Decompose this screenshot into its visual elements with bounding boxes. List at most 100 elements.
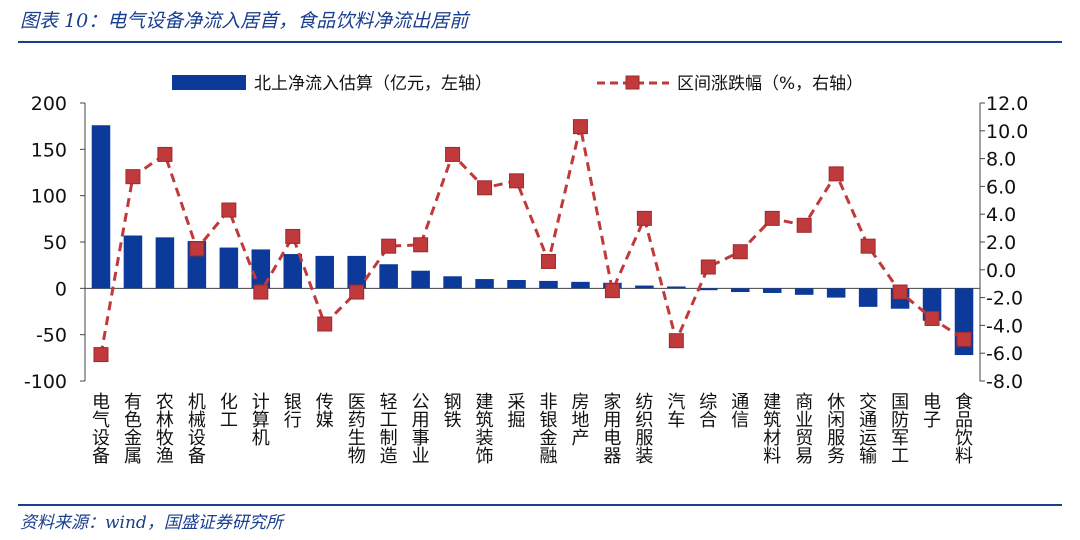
line-marker xyxy=(860,238,876,254)
line-marker xyxy=(381,238,397,254)
line-marker xyxy=(796,217,812,233)
x-tick-char: 筑 xyxy=(476,410,494,431)
bar xyxy=(667,286,686,289)
x-tick-label: 房地产 xyxy=(571,392,589,449)
x-tick-char: 机 xyxy=(188,392,206,413)
line-marker xyxy=(413,237,429,253)
line-marker xyxy=(924,310,940,326)
bar xyxy=(443,276,462,289)
right-tick-label: -4.0 xyxy=(986,315,1023,337)
x-tick-char: 设 xyxy=(92,428,110,449)
x-tick-label: 纺织服装 xyxy=(635,392,653,467)
x-tick-label: 休闲服务 xyxy=(827,392,845,467)
x-tick-label: 银行 xyxy=(284,392,302,431)
x-tick-label: 汽车 xyxy=(667,392,685,431)
bar xyxy=(123,235,143,289)
x-tick-char: 用 xyxy=(412,410,430,431)
x-tick-char: 轻 xyxy=(380,392,398,413)
x-tick-char: 通 xyxy=(859,410,877,431)
x-tick-label: 化工 xyxy=(220,392,238,431)
left-tick-label: 200 xyxy=(31,93,67,115)
x-tick-char: 军 xyxy=(891,428,909,449)
line-marker xyxy=(317,316,333,332)
x-tick-char: 织 xyxy=(635,410,653,431)
x-tick-char: 气 xyxy=(92,410,110,431)
x-tick-char: 算 xyxy=(252,410,270,431)
x-tick-char: 银 xyxy=(539,410,557,431)
x-axis-labels: 电气设备有色金属农林牧渔机械设备化工计算机银行传媒医药生物轻工制造公用事业钢铁建… xyxy=(92,392,973,467)
x-tick-char: 色 xyxy=(124,410,142,431)
x-tick-char: 生 xyxy=(348,428,366,449)
x-tick-char: 工 xyxy=(380,410,398,431)
line-marker xyxy=(604,283,620,299)
line-path xyxy=(99,126,965,355)
bar-series xyxy=(91,125,974,356)
x-tick-char: 渔 xyxy=(156,446,174,467)
x-tick-char: 金 xyxy=(124,428,142,449)
x-tick-char: 金 xyxy=(539,428,557,449)
x-tick-label: 农林牧渔 xyxy=(156,392,174,467)
x-tick-char: 建 xyxy=(476,392,494,413)
line-marker xyxy=(125,169,141,185)
bar xyxy=(411,270,430,289)
x-tick-label: 电子 xyxy=(923,392,941,431)
x-tick-label: 轻工制造 xyxy=(380,392,398,467)
x-tick-char: 综 xyxy=(699,392,717,413)
source-divider xyxy=(18,504,1062,506)
line-marker xyxy=(668,333,684,349)
chart-axes: 200 150 100 50 0 -50 -100 12.0 10.0 8.0 6.0 4.0 2.0 0… xyxy=(24,93,1028,393)
x-tick-label: 有色金属 xyxy=(124,392,142,467)
x-tick-char: 交 xyxy=(859,392,877,413)
bar xyxy=(507,279,526,289)
x-tick-label: 钢铁 xyxy=(444,392,462,431)
right-tick-label: 10.0 xyxy=(986,121,1028,143)
x-tick-char: 媒 xyxy=(316,410,334,431)
title-divider xyxy=(18,41,1062,43)
x-tick-char: 子 xyxy=(923,410,941,431)
x-tick-char: 合 xyxy=(699,410,717,431)
line-marker xyxy=(221,202,237,218)
x-tick-label: 交通运输 xyxy=(859,392,877,467)
right-tick-label: -6.0 xyxy=(986,343,1023,365)
x-tick-char: 建 xyxy=(763,392,781,413)
x-tick-char: 产 xyxy=(571,428,589,449)
bar xyxy=(539,280,558,289)
x-tick-char: 电 xyxy=(923,392,941,413)
x-tick-char: 务 xyxy=(827,446,845,467)
x-tick-char: 农 xyxy=(156,392,174,413)
x-tick-char: 融 xyxy=(539,446,557,467)
x-tick-char: 用 xyxy=(603,410,621,431)
x-tick-char: 造 xyxy=(380,446,398,467)
x-tick-char: 银 xyxy=(284,392,302,413)
x-tick-char: 掘 xyxy=(508,410,526,431)
bar xyxy=(858,288,878,307)
x-tick-char: 行 xyxy=(284,410,302,431)
line-series xyxy=(93,119,972,363)
bar xyxy=(699,288,718,291)
x-tick-char: 汽 xyxy=(667,392,685,413)
x-tick-char: 料 xyxy=(955,446,973,467)
bar xyxy=(826,288,846,298)
left-tick-label: -50 xyxy=(36,325,67,347)
line-marker xyxy=(285,228,301,244)
bar xyxy=(730,288,750,293)
bar xyxy=(283,254,303,289)
line-marker xyxy=(509,173,525,189)
left-tick-label: 0 xyxy=(55,278,67,300)
x-tick-label: 非银金融 xyxy=(539,392,557,467)
x-tick-label: 公用事业 xyxy=(412,392,430,467)
x-tick-label: 国防军工 xyxy=(891,392,909,467)
line-marker xyxy=(828,166,844,182)
bar xyxy=(379,264,398,289)
x-tick-char: 林 xyxy=(156,410,174,431)
bar xyxy=(155,237,175,289)
x-tick-char: 闲 xyxy=(827,410,845,431)
x-tick-char: 有 xyxy=(124,392,142,413)
bar xyxy=(762,288,782,293)
x-tick-char: 食 xyxy=(955,392,973,413)
x-tick-char: 公 xyxy=(412,392,430,413)
x-tick-char: 业 xyxy=(412,446,430,467)
x-tick-char: 械 xyxy=(188,410,206,431)
line-marker xyxy=(732,244,748,260)
